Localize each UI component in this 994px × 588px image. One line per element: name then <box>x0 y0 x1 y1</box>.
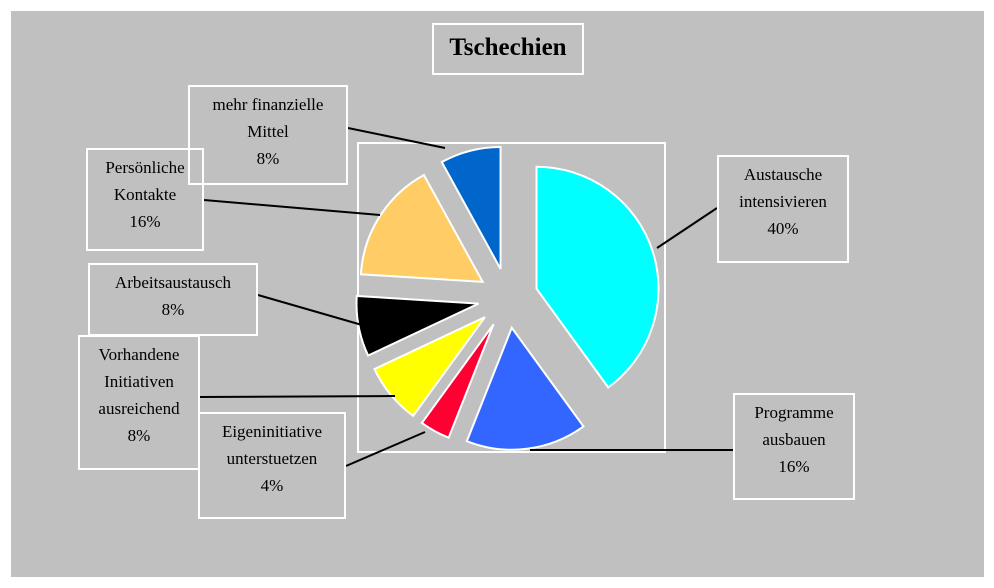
category-label: Arbeitsaustausch <box>114 273 232 292</box>
leader-line <box>199 395 396 398</box>
value-label: 8% <box>161 300 185 319</box>
chart-title: Tschechien <box>432 23 584 75</box>
value-label: 8% <box>256 149 280 168</box>
leader-line <box>345 431 426 467</box>
pie-slice <box>420 323 495 440</box>
pie-slice <box>359 173 485 284</box>
category-label: Eigeninitiative unterstuetzen <box>221 422 323 468</box>
category-label: Programme ausbauen <box>754 403 834 449</box>
pie-slice <box>355 294 479 357</box>
value-label: 16% <box>778 457 810 476</box>
leader-line <box>656 207 718 249</box>
pie-slice <box>373 316 486 418</box>
value-label: 4% <box>260 476 284 495</box>
category-label: Persönliche Kontakte <box>105 158 185 204</box>
data-label: Arbeitsaustausch 8% <box>88 263 258 336</box>
pie-slice <box>465 325 585 451</box>
leader-line <box>203 199 381 216</box>
data-label: Eigeninitiative unterstuetzen 4% <box>198 412 346 519</box>
data-label: Vorhandene Initiativen ausreichend 8% <box>78 335 200 470</box>
pie-slice <box>535 165 660 389</box>
data-label: mehr finanzielle Mittel 8% <box>188 85 348 185</box>
value-label: 8% <box>127 426 151 445</box>
category-label: Austausche intensivieren <box>739 165 827 211</box>
category-label: mehr finanzielle Mittel <box>212 95 324 141</box>
data-label: Persönliche Kontakte 16% <box>86 148 204 251</box>
data-label: Austausche intensivieren 40% <box>717 155 849 263</box>
category-label: Vorhandene Initiativen ausreichend <box>98 345 180 418</box>
data-label: Programme ausbauen 16% <box>733 393 855 500</box>
value-label: 40% <box>767 219 799 238</box>
leader-line <box>257 294 363 326</box>
leader-line <box>347 127 446 149</box>
value-label: 16% <box>129 212 161 231</box>
chart-area <box>9 9 986 579</box>
pie-slice <box>440 145 502 270</box>
